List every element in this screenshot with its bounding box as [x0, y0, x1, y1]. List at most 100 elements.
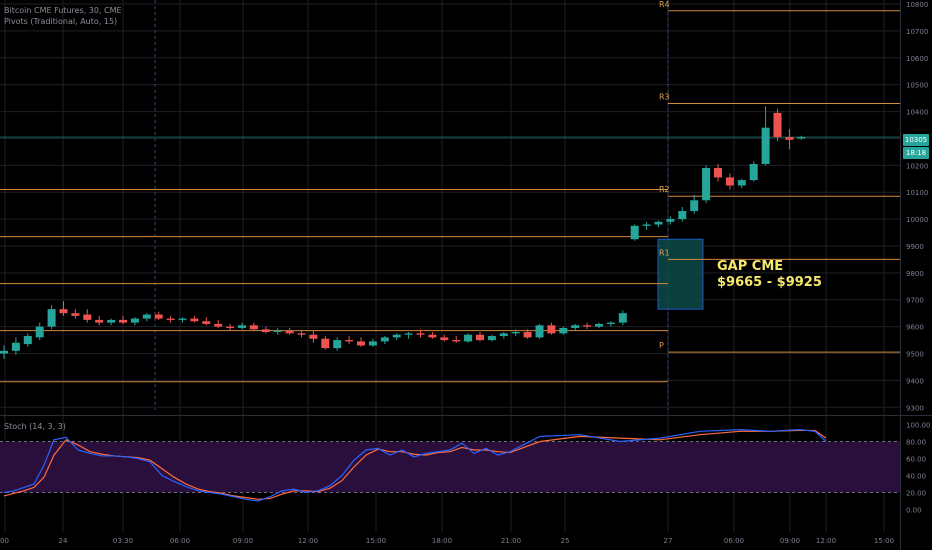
candle-body	[523, 332, 532, 338]
candle-body	[499, 333, 508, 337]
candle-body	[249, 325, 258, 330]
candle-body	[59, 309, 68, 314]
time-axis-label: 27	[664, 537, 673, 545]
time-axis-label: 03:30	[113, 537, 133, 545]
candle-body	[642, 224, 651, 226]
price-axis-label: 10000	[906, 216, 928, 224]
stoch-band	[0, 441, 900, 493]
candle-body	[773, 112, 782, 138]
candle-body	[416, 333, 425, 335]
candle-body	[71, 313, 80, 316]
candle-body	[321, 338, 330, 349]
candle-body	[368, 341, 377, 346]
candle-body	[23, 336, 32, 345]
candle-body	[11, 342, 20, 351]
candle-body	[654, 221, 663, 225]
candle-body	[440, 337, 449, 341]
candle-body	[464, 334, 473, 342]
time-axis-label: 15:00	[366, 537, 386, 545]
candle-body	[392, 334, 401, 338]
candle-body	[154, 314, 163, 319]
time-axis-label: 06:00	[170, 537, 190, 545]
gap-box	[657, 238, 704, 310]
time-axis-label: 09:00	[780, 537, 800, 545]
stoch-axis-label: 100.00	[906, 422, 931, 430]
pivot-label-r3: R3	[659, 93, 670, 102]
candle-body	[511, 332, 520, 334]
candle-body	[166, 318, 175, 320]
pivot-label-r4: R4	[659, 0, 670, 9]
time-axis-label: 12:00	[298, 537, 318, 545]
symbol-legend[interactable]: Bitcoin CME Futures, 30, CME	[4, 6, 122, 15]
candle-body	[535, 325, 544, 338]
candle-body	[630, 225, 639, 240]
price-axis-label: 9700	[906, 297, 924, 305]
candle-body	[214, 323, 223, 327]
candle-body	[261, 329, 270, 333]
candle-body	[428, 334, 437, 338]
candle-body	[297, 333, 306, 335]
candle-body	[595, 323, 603, 327]
price-axis-label: 10200	[906, 162, 928, 170]
stoch-axis-label: 0.00	[906, 507, 922, 515]
price-axis-label: 10600	[906, 55, 928, 63]
candle-body	[95, 319, 104, 323]
candle-body	[452, 340, 461, 342]
price-axis-label: 9400	[906, 377, 924, 385]
price-axis-label: 9900	[906, 243, 924, 251]
candle-body	[0, 350, 8, 354]
candle-body	[226, 326, 235, 328]
candle-body	[357, 341, 365, 346]
candle-body	[119, 319, 127, 323]
stoch-legend[interactable]: Stoch (14, 3, 3)	[4, 422, 66, 431]
time-axis-label: 21:00	[501, 537, 521, 545]
candle-body	[690, 200, 699, 212]
candle-body	[547, 325, 556, 334]
time-axis-label: 15:00	[874, 537, 894, 545]
candle-body	[404, 333, 413, 335]
stoch-axis-label: 40.00	[906, 473, 926, 481]
price-axis-label: 9300	[906, 404, 924, 412]
stoch-axis-label: 20.00	[906, 490, 926, 498]
gap-annotation-title: GAP CME	[717, 259, 784, 274]
candle-body	[238, 325, 246, 328]
candle-body	[606, 322, 615, 324]
candle-body	[749, 163, 758, 181]
stoch-k-line	[3, 428, 827, 502]
candle-body	[333, 340, 342, 349]
candle-body	[142, 314, 151, 319]
pivot-label-r1: R1	[659, 248, 670, 257]
candle-body	[190, 318, 199, 322]
candle-body	[178, 318, 187, 320]
candle-body	[678, 211, 687, 220]
price-axis-label: 9500	[906, 351, 924, 359]
price-axis-label: 10800	[906, 1, 928, 9]
candle-body	[666, 219, 675, 222]
time-axis-label: 25	[561, 537, 570, 545]
bar-timer-badge: 18:18	[903, 147, 929, 159]
candle-body	[571, 325, 580, 328]
candle-body	[202, 321, 211, 324]
candle-body	[285, 330, 294, 334]
price-axis-label: 10500	[906, 82, 928, 90]
candle-body	[761, 127, 770, 164]
candle-body	[47, 309, 56, 327]
candle-body	[476, 334, 484, 341]
candle-body	[309, 334, 318, 339]
time-axis-label: 09:00	[233, 537, 253, 545]
pivots-legend[interactable]: Pivots (Traditional, Auto, 15)	[4, 17, 118, 26]
candle-body	[559, 327, 568, 334]
time-axis-label: 06:00	[724, 537, 744, 545]
price-axis-label: 10400	[906, 109, 928, 117]
candle-body	[797, 137, 806, 139]
time-axis-label: 12:00	[816, 537, 836, 545]
candle-body	[714, 168, 722, 178]
time-axis-label: 00	[0, 537, 9, 545]
candle-body	[35, 326, 44, 338]
candle-body	[107, 319, 116, 323]
candle-body	[380, 337, 389, 342]
candle-body	[83, 314, 92, 320]
candle-body	[737, 180, 746, 186]
